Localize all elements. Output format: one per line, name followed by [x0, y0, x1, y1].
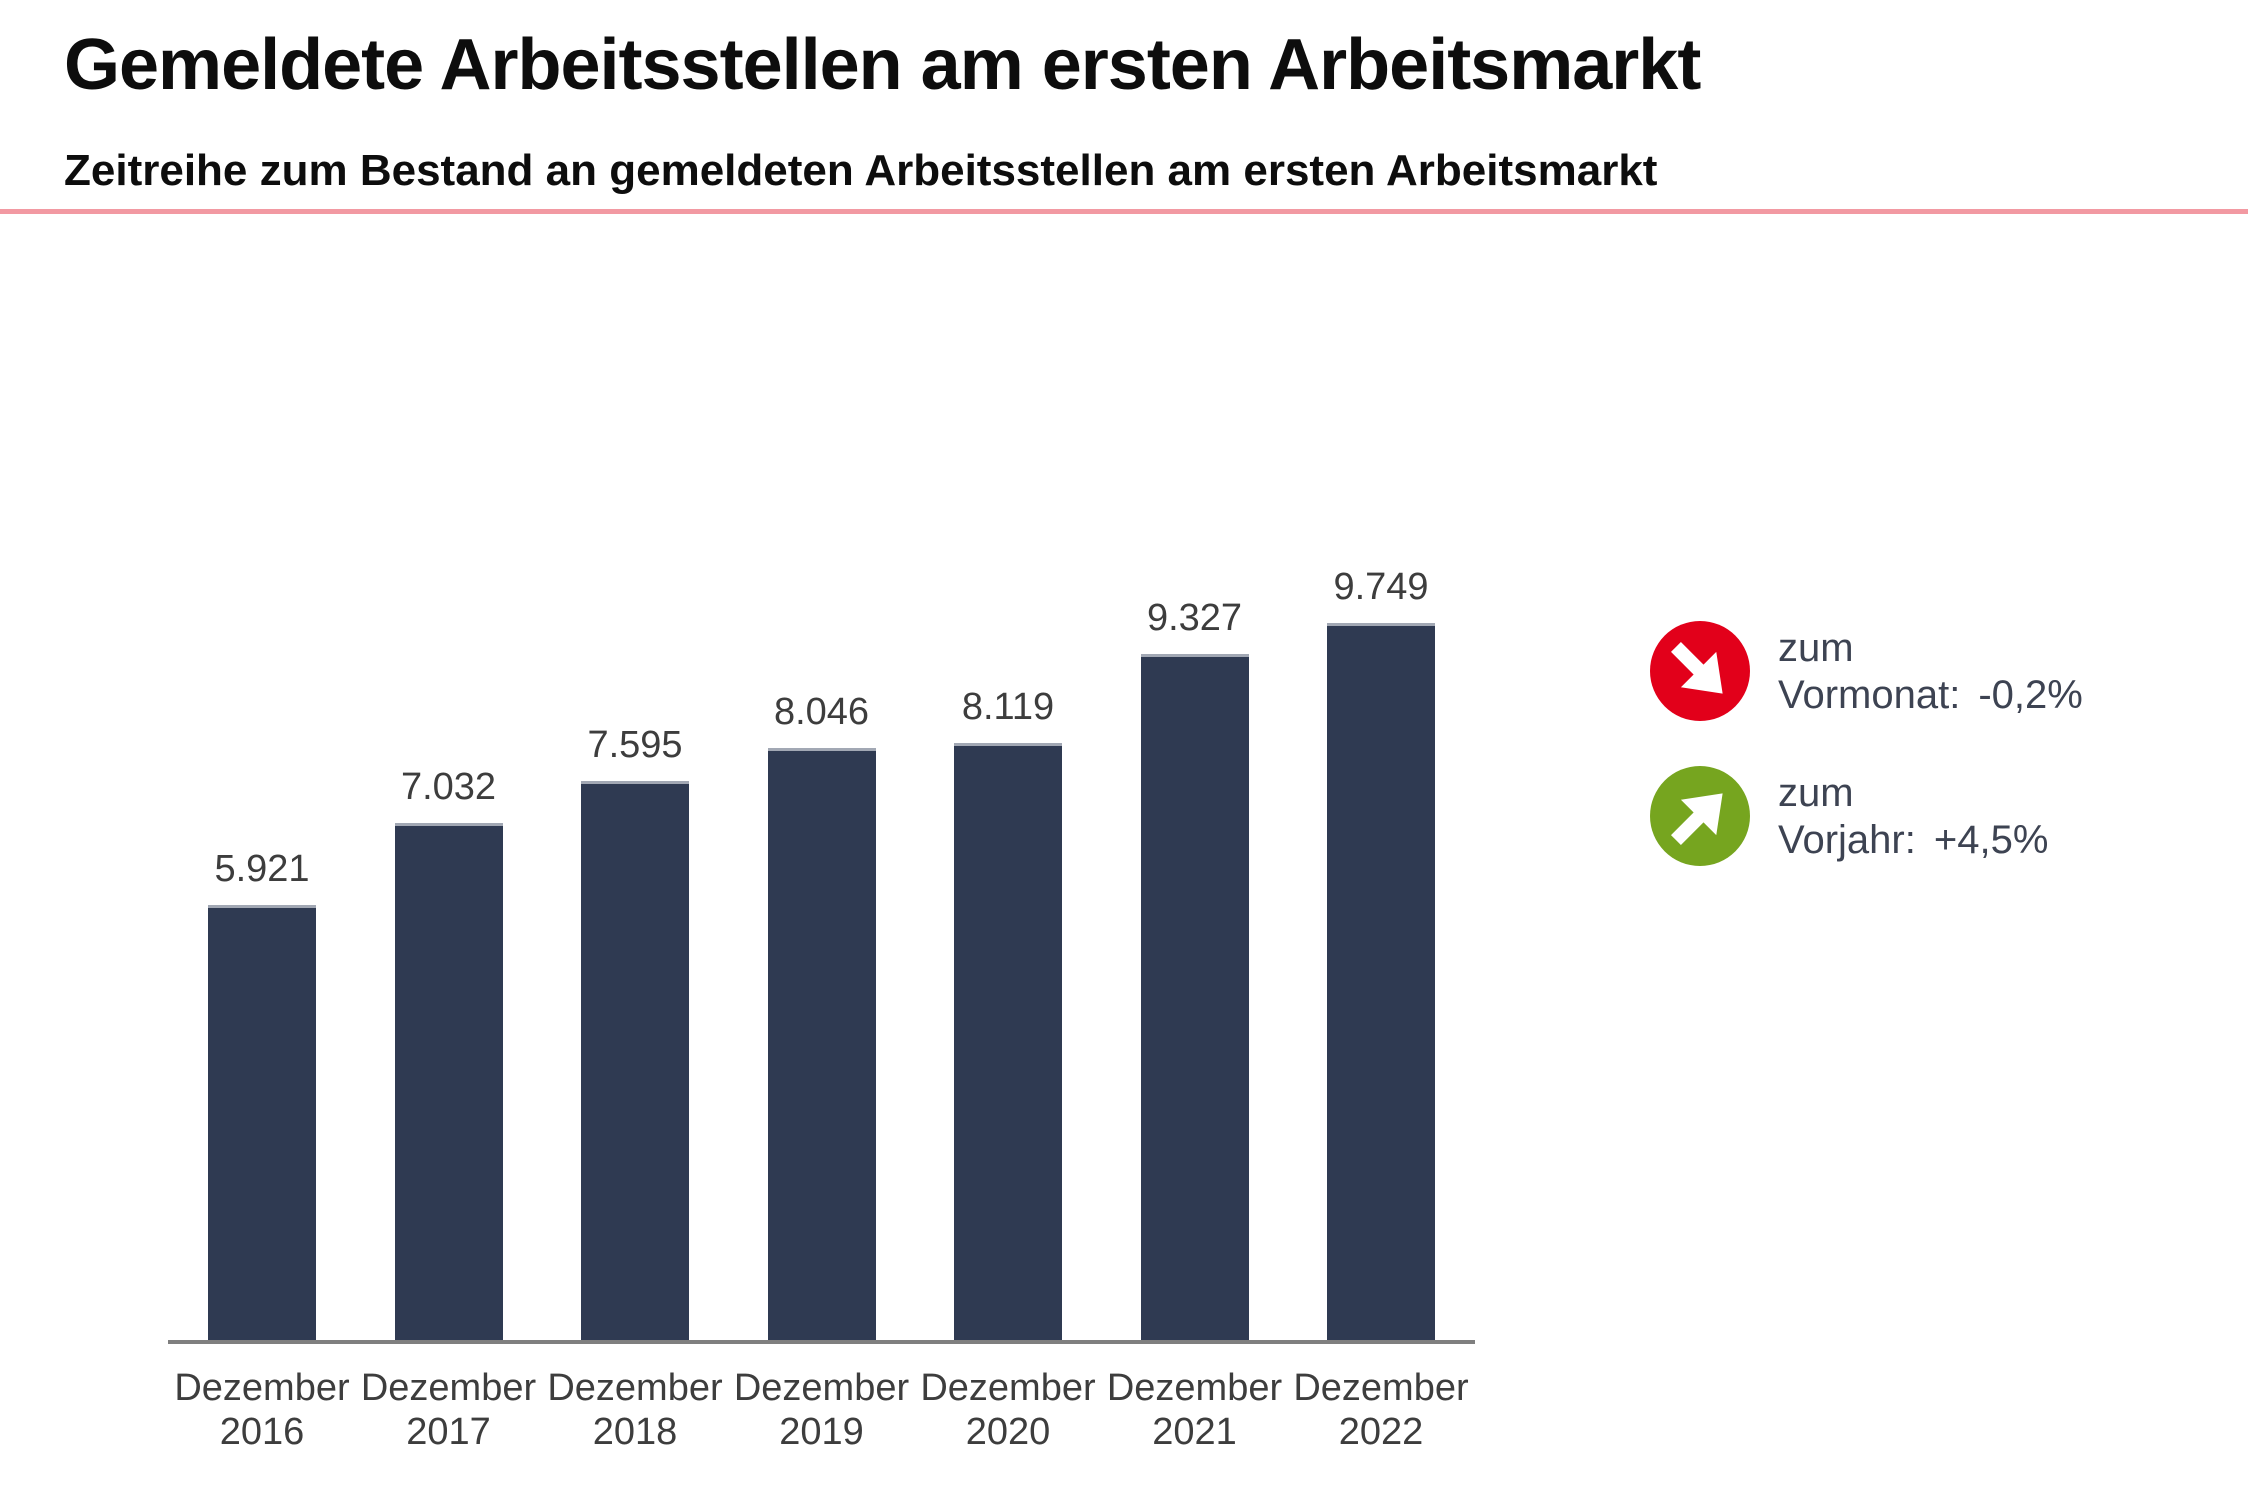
bar-value-label: 7.032 — [400, 766, 497, 808]
bar — [581, 781, 689, 1342]
bar-value-label: 5.921 — [214, 848, 310, 890]
bar — [954, 743, 1062, 1342]
bar — [208, 905, 316, 1342]
indicator-value: +4,5% — [1933, 818, 2049, 862]
bar — [394, 823, 503, 1342]
bar-value-label: 9.749 — [1333, 566, 1429, 608]
arrow-down-right-icon — [1650, 621, 1750, 721]
indicator-line1: zum — [1778, 626, 1854, 670]
indicator-value: -0,2% — [1978, 673, 2083, 717]
indicator-line1: zum — [1778, 771, 1854, 815]
indicator-vormonat: zum Vormonat: -0,2% — [1650, 621, 2083, 721]
x-axis-label: Dezember 2022 — [1293, 1367, 1469, 1453]
bar — [1327, 623, 1435, 1342]
indicator-vormonat-text: zum Vormonat: -0,2% — [1778, 621, 2083, 719]
bar-value-label: 8.119 — [961, 686, 1055, 728]
indicator-line2: Vormonat: -0,2% — [1778, 672, 2083, 719]
x-axis-label: Dezember 2020 — [920, 1367, 1096, 1453]
x-axis-line — [168, 1340, 1475, 1344]
page-title: Gemeldete Arbeitsstellen am ersten Arbei… — [64, 25, 1701, 105]
page-subtitle: Zeitreihe zum Bestand an gemeldeten Arbe… — [64, 146, 1658, 195]
indicator-vorjahr: zum Vorjahr: +4,5% — [1650, 766, 2048, 866]
arrow-up-right-icon — [1650, 766, 1750, 866]
accent-divider-line — [0, 209, 2248, 214]
bar — [767, 748, 876, 1342]
x-axis-label: Dezember 2019 — [733, 1367, 910, 1453]
indicator-label: Vormonat: — [1778, 673, 1961, 717]
indicator-vorjahr-text: zum Vorjahr: +4,5% — [1778, 766, 2048, 864]
indicator-line2: Vorjahr: +4,5% — [1778, 817, 2048, 864]
x-axis-label: Dezember 2016 — [174, 1367, 350, 1453]
bar-value-label: 8.046 — [773, 691, 870, 733]
bar-value-label: 7.595 — [587, 724, 683, 766]
x-axis-label: Dezember 2018 — [547, 1367, 723, 1453]
bar-value-label: 9.327 — [1146, 597, 1243, 639]
x-axis-label: Dezember 2021 — [1106, 1367, 1283, 1453]
indicator-label: Vorjahr: — [1778, 818, 1916, 862]
x-axis-label: Dezember 2017 — [360, 1367, 537, 1453]
bar — [1140, 654, 1249, 1342]
